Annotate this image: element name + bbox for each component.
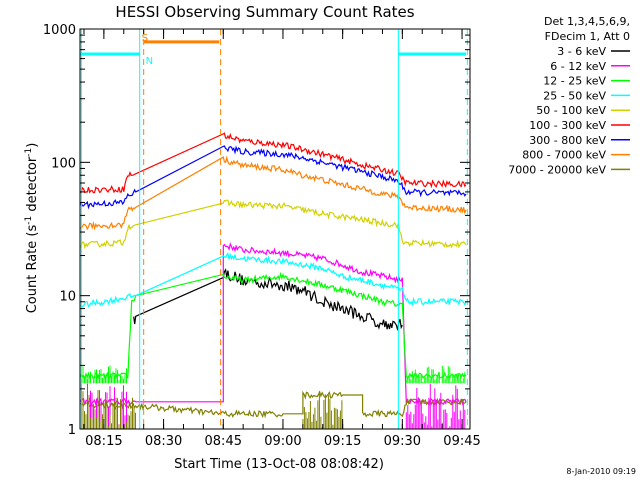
x-tick-label: 08:30 xyxy=(145,434,182,449)
series-layer xyxy=(79,132,467,419)
y-axis-label: Count Rate (s-1 detector-1) xyxy=(24,143,40,314)
y-axis-label-sup2: -1 xyxy=(24,148,34,157)
x-tick-label: 09:30 xyxy=(384,434,421,449)
y-tick-label: 10 xyxy=(59,290,76,305)
noise-band-4 xyxy=(405,383,466,429)
x-tick-label: 08:15 xyxy=(85,434,122,449)
y-axis-label-sup1: -1 xyxy=(24,216,34,225)
legend-entry-label: 50 - 100 keV xyxy=(536,104,606,117)
y-tick-label: 100 xyxy=(51,156,76,171)
legend-entry-label: 6 - 12 keV xyxy=(550,60,606,73)
series-line-5 xyxy=(79,199,467,250)
noise-band-2 xyxy=(405,365,466,384)
y-tick-label: 1000 xyxy=(43,23,76,38)
y-axis-label-main: Count Rate (s xyxy=(25,225,40,314)
x-tick-label: 09:00 xyxy=(264,434,301,449)
x-tick-label: 09:15 xyxy=(324,434,361,449)
legend-title-line-2: FDecim 1, Att 0 xyxy=(545,30,630,43)
n-flag-label: N xyxy=(146,56,153,67)
y-tick-label: 1 xyxy=(68,423,76,438)
legend-entry-label: 100 - 300 keV xyxy=(529,119,606,132)
legend-entry-label: 300 - 800 keV xyxy=(529,134,606,147)
y-axis-label-mid: detector xyxy=(25,156,40,216)
legend-entry-label: 7000 - 20000 keV xyxy=(508,163,606,176)
x-tick-label: 08:45 xyxy=(205,434,242,449)
axes-layer: 1 10 100 1000 08:15 08:30 08:45 09:00 09:15 09:30… xyxy=(43,23,481,449)
series-line-3 xyxy=(79,271,467,381)
series-line-9 xyxy=(79,390,467,419)
s-flag-label: S xyxy=(142,33,148,44)
series-line-6 xyxy=(79,132,467,194)
legend-entry-label: 12 - 25 keV xyxy=(543,75,606,88)
series-line-2 xyxy=(79,242,467,407)
noise-band-6 xyxy=(302,391,343,429)
chart-title: HESSI Observing Summary Count Rates xyxy=(115,3,414,21)
series-line-7 xyxy=(79,145,467,210)
legend-entry-label: 25 - 50 keV xyxy=(543,89,606,102)
x-axis-label: Start Time (13-Oct-08 08:08:42) xyxy=(174,457,384,472)
legend-entry-label: 800 - 7000 keV xyxy=(522,149,606,162)
noise-band-5 xyxy=(79,389,136,429)
x-tick-label: 09:45 xyxy=(443,434,480,449)
decor-layer: SN xyxy=(79,29,468,429)
legend-entry-label: 3 - 6 keV xyxy=(557,45,606,58)
series-line-4 xyxy=(79,251,467,308)
y-axis-label-end: ) xyxy=(25,143,40,148)
footer-date: 8-Jan-2010 09:19 xyxy=(566,467,636,476)
series-line-8 xyxy=(79,155,467,231)
legend-title-line-1: Det 1,3,4,5,6,9, xyxy=(544,15,630,28)
plot-frame xyxy=(79,28,471,430)
